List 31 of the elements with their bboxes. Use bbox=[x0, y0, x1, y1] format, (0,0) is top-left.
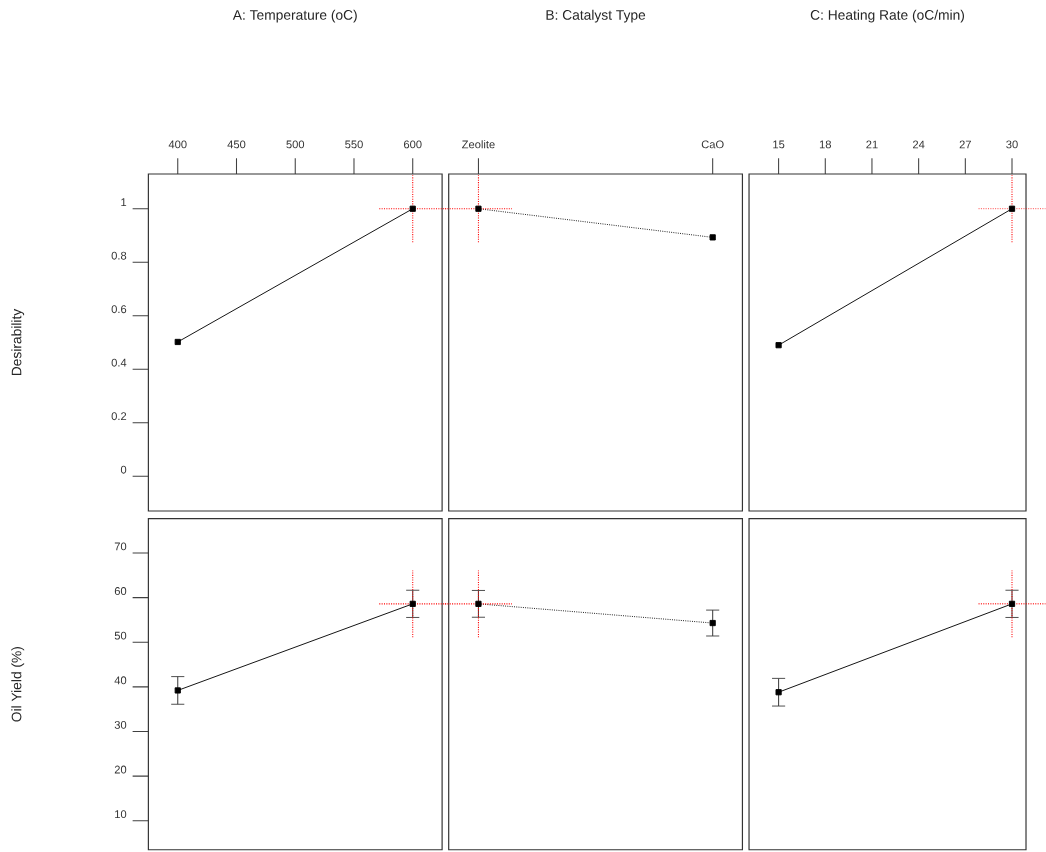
chart-title: C: Heating Rate (oC/min) bbox=[810, 9, 964, 23]
y-tick-label: 0.8 bbox=[111, 251, 127, 260]
y-tick-label: 0.6 bbox=[111, 305, 127, 314]
y-axis-title: Oil Yield (%) bbox=[11, 647, 25, 722]
x-tick-label: 400 bbox=[168, 140, 187, 149]
y-tick-label: 30 bbox=[114, 721, 127, 730]
y-axis-title: Desirability bbox=[11, 308, 25, 376]
x-tick-label: 30 bbox=[1006, 140, 1018, 149]
y-tick-label: 50 bbox=[114, 631, 127, 640]
y-tick-label: 0 bbox=[120, 465, 127, 474]
chart-title: A: Temperature (oC) bbox=[232, 9, 357, 23]
x-tick-label: 18 bbox=[819, 140, 831, 149]
y-tick-label: 1 bbox=[121, 198, 127, 207]
x-tick-label: 550 bbox=[345, 140, 363, 149]
y-tick-label: 40 bbox=[114, 676, 127, 685]
x-tick-label: CaO bbox=[701, 140, 724, 149]
x-tick-label: Zeolite bbox=[462, 140, 495, 149]
x-tick-label: 27 bbox=[959, 140, 971, 149]
x-tick-label: 600 bbox=[404, 140, 422, 149]
x-tick-label: 21 bbox=[866, 140, 878, 149]
y-tick-label: 20 bbox=[114, 765, 127, 774]
x-tick-label: 24 bbox=[912, 140, 925, 149]
x-tick-label: 500 bbox=[286, 140, 305, 149]
y-tick-label: 70 bbox=[114, 542, 127, 551]
y-tick-label: 60 bbox=[114, 587, 127, 596]
y-tick-label: 0.2 bbox=[111, 412, 127, 421]
chart-title: B: Catalyst Type bbox=[546, 9, 646, 23]
x-tick-label: 15 bbox=[773, 140, 785, 149]
x-tick-label: 450 bbox=[227, 140, 246, 149]
y-tick-label: 10 bbox=[115, 810, 127, 819]
y-tick-label: 0.4 bbox=[111, 358, 127, 367]
